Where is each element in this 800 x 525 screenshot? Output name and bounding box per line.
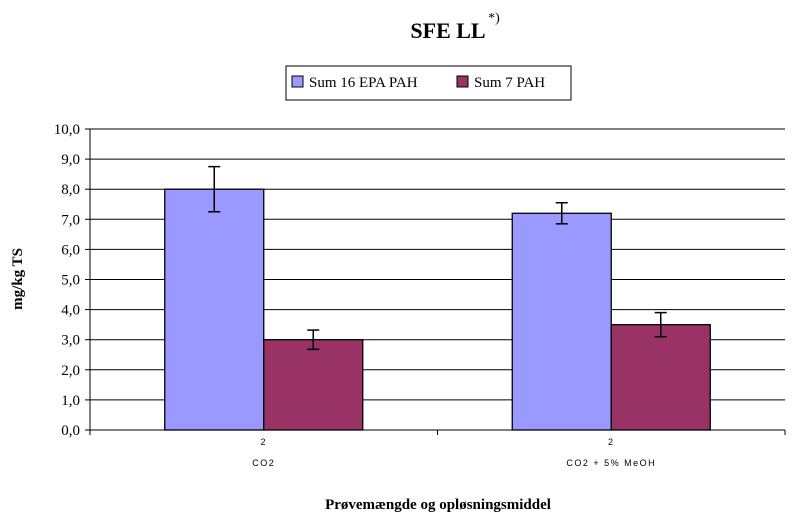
bar [610, 323, 711, 431]
bar [164, 188, 265, 431]
chart-title-superscript: *) [488, 11, 500, 26]
chart-title: SFE LL [410, 18, 485, 43]
x-axis-title: Prøvemængde og opløsningsmiddel [325, 497, 551, 513]
legend-swatch-series-2 [456, 75, 469, 88]
axes [85, 128, 786, 435]
y-tick-label: 0,0 [61, 423, 80, 439]
x-category-label-top: 2 [260, 437, 267, 447]
y-tick-labels: 0,0 1,0 2,0 3,0 4,0 5,0 6,0 7,0 8,0 9,0 10,0 [54, 122, 80, 439]
y-tick-label: 9,0 [61, 152, 80, 168]
error-bars [208, 165, 667, 351]
legend: Sum 16 EPA PAH Sum 7 PAH [285, 65, 572, 101]
y-tick-label: 3,0 [61, 333, 80, 349]
x-category-label-top: 2 [608, 437, 615, 447]
x-category-labels: 2 CO2 2 CO2 + 5% MeOH [252, 437, 656, 468]
y-tick-label: 4,0 [61, 303, 80, 319]
y-axis-title: mg/kg TS [10, 248, 26, 310]
y-tick-label: 7,0 [61, 212, 80, 228]
y-tick-label: 10,0 [54, 122, 80, 138]
x-category-label: CO2 + 5% MeOH [566, 458, 656, 468]
legend-swatch-series-1 [291, 75, 304, 88]
legend-label-series-2: Sum 7 PAH [474, 75, 545, 91]
y-tick-label: 1,0 [61, 393, 80, 409]
y-tick-label: 8,0 [61, 182, 80, 198]
bar [263, 339, 364, 431]
bar [511, 212, 612, 431]
y-tick-label: 5,0 [61, 273, 80, 289]
legend-box [285, 65, 572, 101]
y-tick-label: 2,0 [61, 363, 80, 379]
x-category-label: CO2 [252, 458, 275, 468]
legend-label-series-1: Sum 16 EPA PAH [309, 75, 418, 91]
y-tick-label: 6,0 [61, 242, 80, 258]
